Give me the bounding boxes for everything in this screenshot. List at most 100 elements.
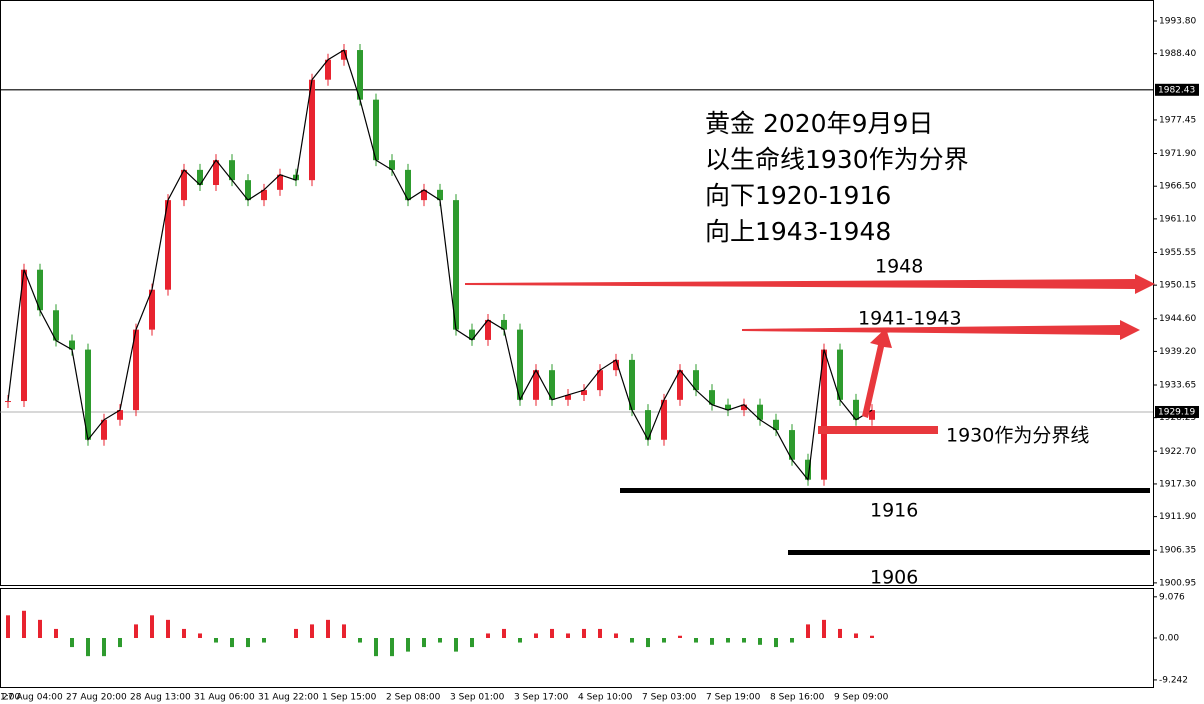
macd-bar: [374, 638, 378, 657]
macd-bar: [838, 628, 842, 638]
candle-body: [165, 200, 171, 290]
y-tick-label: 1911.90: [1159, 512, 1196, 522]
candle-body: [725, 404, 731, 411]
candle-body: [5, 401, 11, 403]
level-label: 1906: [870, 567, 918, 589]
x-tick-label: 31 Aug 22:00: [258, 693, 319, 703]
candle-body: [85, 349, 91, 440]
candle-body: [869, 410, 875, 420]
x-tick-label: 3 Sep 17:00: [514, 693, 569, 703]
price-tag-box: [1155, 405, 1199, 418]
y-tick-label: 1900.95: [1159, 578, 1196, 588]
x-tick-label: 27 Aug 04:00: [2, 693, 63, 703]
candle-body: [645, 410, 651, 440]
macd-bar: [614, 633, 618, 638]
macd-bar: [214, 638, 218, 643]
macd-bar: [582, 628, 586, 638]
candle-body: [597, 370, 603, 391]
y-tick-label: 1966.50: [1159, 182, 1196, 192]
x-tick-label: 1 Sep 15:00: [322, 693, 377, 703]
x-tick-label: 3 Sep 01:00: [450, 693, 505, 703]
macd-bar: [694, 638, 698, 643]
macd-bar: [150, 615, 154, 638]
close-line: [7, 49, 873, 482]
candle-body: [213, 160, 219, 185]
x-tick-label: 9 Sep 09:00: [834, 693, 889, 703]
x-tick-label: 7 Sep 19:00: [706, 693, 761, 703]
x-tick-label: 28 Aug 13:00: [130, 693, 191, 703]
macd-bar: [294, 628, 298, 638]
level-1906: [788, 550, 1150, 555]
macd-bar: [310, 624, 314, 638]
macd-bar: [454, 638, 458, 652]
macd-bar: [86, 638, 90, 657]
candle-body: [517, 329, 523, 400]
headline: 向下1920-1916: [705, 181, 891, 210]
candle-body: [181, 169, 187, 201]
candle-body: [453, 200, 459, 330]
candle-body: [21, 269, 27, 402]
candle-body: [757, 404, 763, 420]
macd-bar: [102, 638, 106, 657]
level-label: 1930作为分界线: [946, 425, 1089, 447]
macd-bar: [742, 638, 746, 643]
candle-body: [261, 189, 267, 201]
candle-body: [485, 319, 491, 340]
price-tag: 1929.19: [1158, 407, 1195, 417]
candle-body: [37, 269, 43, 311]
candle-body: [661, 399, 667, 440]
candle-body: [277, 174, 283, 190]
candle-body: [853, 399, 859, 420]
candle-body: [117, 410, 123, 420]
y-tick-label: 1933.65: [1159, 380, 1196, 390]
candle-body: [677, 370, 683, 400]
headline: 以生命线1930作为分界: [705, 145, 969, 174]
macd-bar: [422, 638, 426, 648]
candle-body: [133, 329, 139, 411]
macd-bar: [566, 633, 570, 638]
headline: 黄金 2020年9月9日: [705, 109, 933, 138]
candle-body: [389, 160, 395, 170]
candle-body: [533, 370, 539, 400]
macd-bar: [182, 628, 186, 638]
annotations: 黄金 2020年9月9日 以生命线1930作为分界 向下1920-1916 向上…: [465, 109, 1155, 589]
macd-bar: [806, 624, 810, 638]
x-tick-label: 4 Sep 10:00: [578, 693, 633, 703]
arrow-1948: [465, 274, 1155, 294]
level-label: 1948: [875, 256, 923, 278]
candle-body: [837, 349, 843, 400]
x-tick-label: 2 Sep 08:00: [386, 693, 441, 703]
y-tick-label: 1961.10: [1159, 214, 1196, 224]
macd-bar: [502, 628, 506, 638]
candle-body: [341, 50, 347, 60]
y-tick-label: 1950.15: [1159, 281, 1196, 291]
macd-bar: [358, 638, 362, 643]
y-tick-label: 1928.25: [1159, 413, 1196, 423]
price-tag: 1982.43: [1158, 85, 1195, 95]
macd-bar: [486, 633, 490, 638]
macd-bar: [390, 638, 394, 657]
macd-bar: [70, 638, 74, 648]
main-frame: [0, 0, 1154, 586]
candle-body: [789, 430, 795, 460]
macd-bar: [438, 638, 442, 643]
candle-body: [581, 390, 587, 395]
candle-body: [805, 459, 811, 480]
y-tick-label: 1906.35: [1159, 546, 1196, 556]
arrow-1941: [742, 320, 1140, 340]
candle-body: [245, 180, 251, 201]
macd-bar: [22, 610, 26, 638]
macd-bar: [518, 638, 522, 643]
candle-body: [373, 99, 379, 161]
x-tick-label: 1:00: [0, 693, 20, 703]
price-tag-box: [1155, 83, 1199, 96]
y-tick-label: 1955.55: [1159, 248, 1196, 258]
candle-body: [437, 189, 443, 201]
candle-body: [613, 359, 619, 371]
macd-bar: [342, 624, 346, 638]
candle-body: [197, 169, 203, 185]
y-tick-label: 1971.90: [1159, 149, 1196, 159]
macd-bar: [262, 638, 266, 643]
macd-bar: [726, 638, 730, 643]
